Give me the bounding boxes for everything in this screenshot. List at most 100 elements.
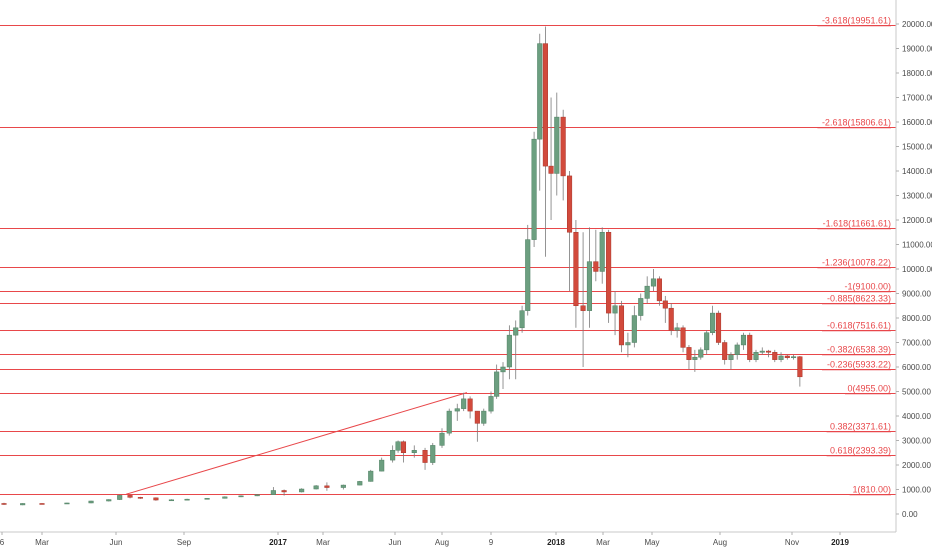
fib-level-label: 0.618(2393.39) xyxy=(830,446,891,456)
candle-body-up xyxy=(390,450,396,461)
candle xyxy=(153,497,159,501)
candle xyxy=(494,364,500,399)
candle-body-up xyxy=(168,499,174,502)
candle xyxy=(704,330,710,355)
candle xyxy=(560,109,566,201)
candle xyxy=(715,310,722,345)
candle-body-up xyxy=(525,239,531,311)
y-tick-label: 18000.00 xyxy=(902,69,932,78)
candle xyxy=(461,392,467,412)
candle-body-down xyxy=(281,490,287,493)
candle xyxy=(446,408,452,436)
candle xyxy=(379,457,385,472)
y-tick-label: 11000.00 xyxy=(902,241,932,250)
candle xyxy=(606,229,612,323)
y-tick-label: 8000.00 xyxy=(902,314,931,323)
x-tick-label: Sep xyxy=(177,538,192,547)
candle-body-up xyxy=(674,327,680,331)
candle-body-up xyxy=(222,496,228,499)
candle xyxy=(127,494,133,499)
candle-body-up xyxy=(454,408,460,412)
candle-body-down xyxy=(153,497,159,501)
candle xyxy=(519,305,525,333)
candle-body-up xyxy=(313,485,319,490)
candle xyxy=(662,295,668,323)
candle xyxy=(573,220,579,328)
candle xyxy=(454,403,460,421)
candle xyxy=(722,340,728,365)
candle xyxy=(20,503,26,506)
y-tick-label: 9000.00 xyxy=(902,290,931,299)
candle xyxy=(747,332,753,363)
fib-level-label: -1.618(11661.61) xyxy=(823,219,891,229)
candle-body-up xyxy=(753,352,759,360)
fib-level-label: -0.382(6538.39) xyxy=(827,345,891,355)
candle-body-down xyxy=(573,232,579,306)
candle-body-up xyxy=(439,432,445,446)
fib-level-label: -1.236(10078.22) xyxy=(822,258,891,268)
candle-body-up xyxy=(64,502,70,505)
candle xyxy=(740,332,747,350)
candle xyxy=(784,354,790,360)
candle xyxy=(368,469,374,482)
candle-body-up xyxy=(488,396,494,412)
candle xyxy=(680,325,686,353)
candle xyxy=(638,293,644,321)
candle xyxy=(586,227,593,328)
candle-body-down xyxy=(668,307,674,331)
candle-body-down xyxy=(784,355,790,358)
fib-level-label: -1(9100.00) xyxy=(844,282,891,292)
candle xyxy=(106,499,112,502)
candle xyxy=(625,332,631,358)
candle xyxy=(778,352,784,363)
candle-body-up xyxy=(513,327,519,336)
y-tick-label: 3000.00 xyxy=(902,437,931,446)
candle xyxy=(772,349,778,363)
candle-body-up xyxy=(704,332,710,351)
candle-body-up xyxy=(791,356,797,358)
candle-body-up xyxy=(500,366,506,373)
fib-level-label: -3.618(19951.61) xyxy=(822,16,891,26)
y-tick-label: 10000.00 xyxy=(902,265,932,274)
candle xyxy=(580,232,586,367)
candle-body-down xyxy=(422,450,428,463)
y-tick-label: 0.00 xyxy=(902,510,918,519)
candle-body-up xyxy=(461,398,467,409)
y-tick-label: 15000.00 xyxy=(902,143,932,152)
trend-line-group xyxy=(126,392,468,495)
candle xyxy=(698,347,704,360)
candle-body-down xyxy=(593,261,599,272)
candle-body-up xyxy=(519,310,525,329)
candle-body-down xyxy=(542,43,548,167)
candle xyxy=(631,305,637,348)
candle xyxy=(467,396,473,419)
candle-body-down xyxy=(618,305,625,346)
candle xyxy=(313,485,319,490)
candle xyxy=(593,229,599,282)
candle-body-up xyxy=(446,410,452,434)
y-tick-label: 12000.00 xyxy=(902,216,932,225)
candle-body-up xyxy=(88,500,94,504)
x-tick-label: 9 xyxy=(489,538,494,547)
x-tick-label: Aug xyxy=(435,538,449,547)
candle xyxy=(759,347,765,355)
candle-body-down xyxy=(127,495,133,498)
candle-body-down xyxy=(715,312,722,343)
y-tick-label: 17000.00 xyxy=(902,94,932,103)
candle-body-up xyxy=(537,43,543,140)
y-tick-label: 14000.00 xyxy=(902,167,932,176)
candle xyxy=(599,227,605,284)
candle xyxy=(542,26,548,257)
candle-body-down xyxy=(747,334,753,360)
candle-body-down xyxy=(474,410,480,424)
candle xyxy=(422,447,428,470)
candle-body-up xyxy=(299,488,305,493)
candle-body-up xyxy=(692,356,698,360)
candle-body-up xyxy=(734,344,740,356)
candle xyxy=(710,305,716,336)
candle xyxy=(64,502,70,505)
candle xyxy=(791,354,797,360)
candle-body-up xyxy=(20,503,26,506)
candle xyxy=(650,269,657,292)
candle-body-up xyxy=(625,342,631,346)
